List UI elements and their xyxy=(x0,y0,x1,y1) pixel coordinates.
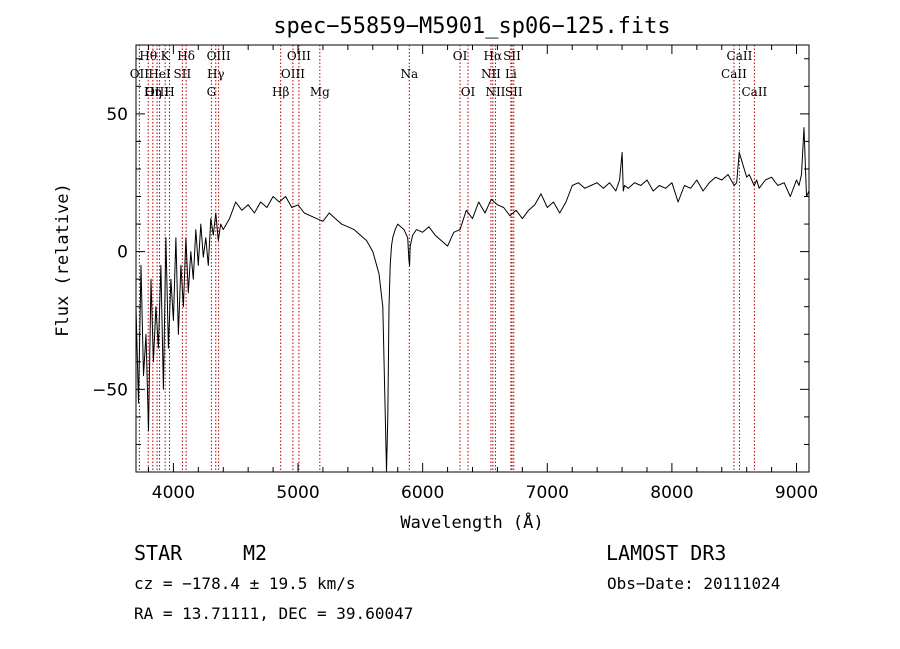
spectral-line-label: Hβ xyxy=(272,85,289,99)
chart-title: spec−55859−M5901_sp06−125.fits xyxy=(273,14,670,39)
x-tick-label: 8000 xyxy=(650,483,693,503)
y-tick-label: −50 xyxy=(92,380,128,400)
spectral-line-markers xyxy=(138,45,755,472)
spectral-line-label: OIII xyxy=(145,85,169,99)
y-tick-label: 50 xyxy=(106,105,128,125)
y-tick-label: 0 xyxy=(117,243,128,263)
spectral-line-label: Hγ xyxy=(207,67,225,81)
spectral-line-label: Hθ xyxy=(139,49,157,63)
x-axis-label: Wavelength (Å) xyxy=(400,511,543,533)
redshift-velocity: cz = −178.4 ± 19.5 km/s xyxy=(134,574,356,593)
spectral-line-label: Li xyxy=(505,67,517,81)
spectral-line-label: Hδ xyxy=(177,49,195,63)
y-axis-ticks: −50 0 50 xyxy=(92,58,809,445)
y-axis-label: Flux (relative) xyxy=(53,183,73,337)
object-subclass: M2 xyxy=(243,541,267,565)
spectral-line-label: Hα xyxy=(484,49,503,63)
observation-date: Obs−Date: 20111024 xyxy=(607,574,780,593)
spectral-line-label: SII xyxy=(174,67,192,81)
spectrum-line xyxy=(135,127,810,473)
spectral-line-label: OIII xyxy=(281,67,305,81)
spectral-line-label: Hη xyxy=(144,85,162,99)
spectral-line-label: H xyxy=(164,85,174,99)
x-tick-label: 9000 xyxy=(775,483,818,503)
spectral-line-label: OI xyxy=(453,49,468,63)
spectral-line-label: NII xyxy=(485,85,505,99)
spectral-line-label: Mg xyxy=(310,85,330,99)
spectral-line-label: G xyxy=(207,85,217,99)
x-axis-ticks: 4000 5000 6000 7000 8000 9000 xyxy=(147,45,818,503)
spectrum-series xyxy=(135,127,810,473)
spectral-line-label: SII xyxy=(505,85,523,99)
spectral-line-label: Na xyxy=(400,67,418,81)
x-tick-label: 4000 xyxy=(152,483,195,503)
spectral-line-label: OIII xyxy=(287,49,311,63)
object-class: STAR xyxy=(134,541,183,565)
x-tick-label: 5000 xyxy=(276,483,319,503)
spectral-line-label: K xyxy=(161,49,171,63)
spectral-line-label: NII xyxy=(481,67,501,81)
plot-frame xyxy=(135,44,810,473)
spectral-line-label: CaII xyxy=(721,67,747,81)
x-tick-label: 6000 xyxy=(401,483,444,503)
spectral-line-label: HeI xyxy=(148,67,171,81)
sky-coordinates: RA = 13.71111, DEC = 39.60047 xyxy=(134,604,413,623)
x-tick-label: 7000 xyxy=(526,483,569,503)
spectral-line-label: OIII xyxy=(207,49,231,63)
spectral-line-label: CaII xyxy=(741,85,767,99)
spectral-line-label: SII xyxy=(503,49,521,63)
spectral-line-label: OII xyxy=(130,67,150,81)
spectral-line-label: OI xyxy=(461,85,476,99)
spectral-line-label: CaII xyxy=(727,49,753,63)
survey-name: LAMOST DR3 xyxy=(606,541,726,565)
